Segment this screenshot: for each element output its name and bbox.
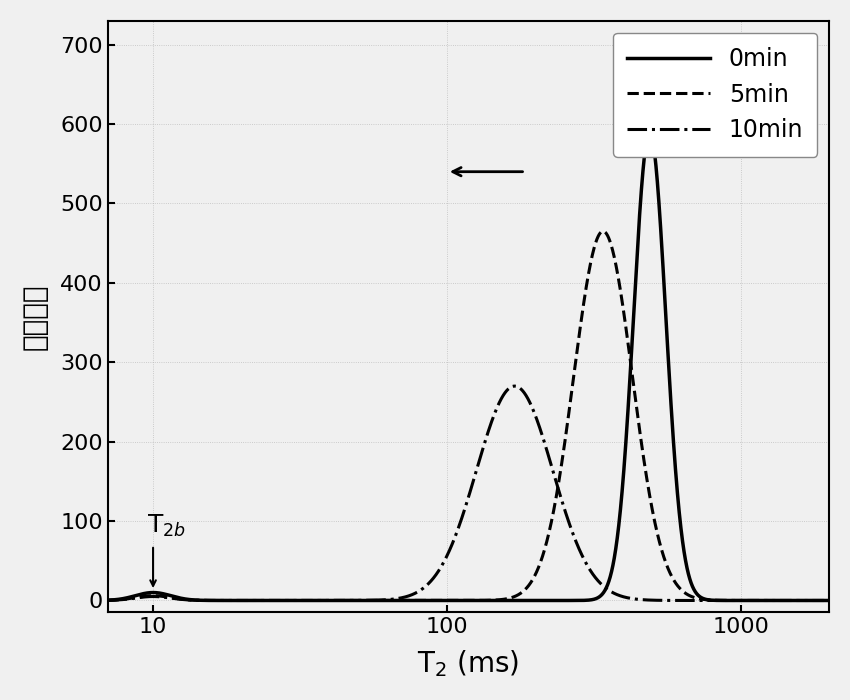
Line: 5min: 5min <box>108 231 850 601</box>
10min <box>239 596 249 605</box>
0min <box>103 596 113 604</box>
Line: 0min: 0min <box>108 132 850 601</box>
0min <box>389 596 400 605</box>
10min <box>662 596 672 605</box>
0min <box>591 594 601 603</box>
Y-axis label: 信号幅度: 信号幅度 <box>21 284 48 350</box>
5min <box>598 227 608 235</box>
Text: T$_{21}$: T$_{21}$ <box>634 46 672 72</box>
5min <box>389 596 400 605</box>
10min <box>389 595 400 603</box>
0min <box>719 596 729 605</box>
Text: T$_{2b}$: T$_{2b}$ <box>146 512 185 538</box>
5min <box>239 596 249 605</box>
0min <box>644 128 654 136</box>
0min <box>239 596 249 605</box>
X-axis label: T$_2$ (ms): T$_2$ (ms) <box>417 648 519 679</box>
5min <box>662 563 672 571</box>
0min <box>552 596 563 605</box>
Line: 10min: 10min <box>108 386 850 601</box>
5min <box>552 485 563 494</box>
Legend: 0min, 5min, 10min: 0min, 5min, 10min <box>613 33 818 157</box>
10min <box>719 596 729 605</box>
5min <box>312 596 322 605</box>
5min <box>719 596 729 605</box>
5min <box>103 596 113 605</box>
5min <box>591 239 601 247</box>
10min <box>509 382 519 391</box>
10min <box>103 596 113 605</box>
0min <box>405 596 415 605</box>
10min <box>552 482 563 491</box>
0min <box>662 342 672 350</box>
10min <box>591 573 601 582</box>
